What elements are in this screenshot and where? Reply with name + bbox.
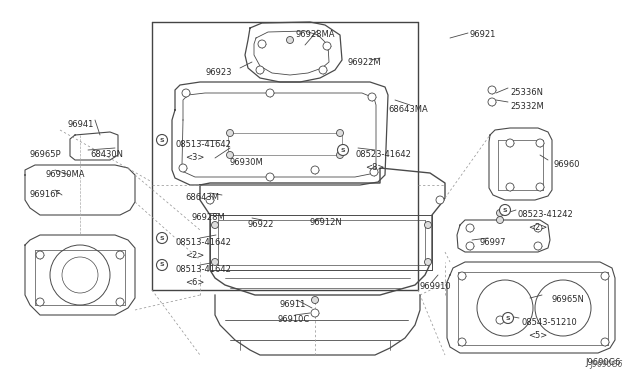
Text: <8>: <8> xyxy=(365,163,385,172)
Text: 08523-41642: 08523-41642 xyxy=(356,150,412,159)
Text: <2>: <2> xyxy=(528,223,547,232)
Text: 25332M: 25332M xyxy=(510,102,544,111)
Text: 08513-41642: 08513-41642 xyxy=(175,140,231,149)
Circle shape xyxy=(370,168,378,176)
Text: 96911: 96911 xyxy=(280,300,307,309)
Text: 96941: 96941 xyxy=(68,120,94,129)
Circle shape xyxy=(497,209,504,217)
Circle shape xyxy=(319,66,327,74)
Circle shape xyxy=(323,42,331,50)
Text: 68643M: 68643M xyxy=(185,193,219,202)
Circle shape xyxy=(157,135,168,145)
Circle shape xyxy=(211,259,218,266)
Text: 96928MA: 96928MA xyxy=(295,30,335,39)
Circle shape xyxy=(287,36,294,44)
Circle shape xyxy=(534,224,542,232)
Circle shape xyxy=(506,183,514,191)
Circle shape xyxy=(536,183,544,191)
Text: S: S xyxy=(160,263,164,267)
Text: 96922M: 96922M xyxy=(348,58,381,67)
Text: J9690G6: J9690G6 xyxy=(585,358,621,367)
Circle shape xyxy=(497,217,504,224)
Circle shape xyxy=(179,164,187,172)
Text: S: S xyxy=(160,138,164,142)
Circle shape xyxy=(534,242,542,250)
Circle shape xyxy=(458,338,466,346)
Text: 25336N: 25336N xyxy=(510,88,543,97)
Circle shape xyxy=(458,272,466,280)
Circle shape xyxy=(506,139,514,147)
Circle shape xyxy=(227,151,234,158)
Text: <3>: <3> xyxy=(185,153,204,162)
Circle shape xyxy=(311,309,319,317)
Circle shape xyxy=(266,89,274,97)
Text: S: S xyxy=(506,315,510,321)
Circle shape xyxy=(36,298,44,306)
Text: 96928M: 96928M xyxy=(192,213,226,222)
Circle shape xyxy=(116,298,124,306)
Text: <2>: <2> xyxy=(185,251,204,260)
Circle shape xyxy=(601,272,609,280)
Circle shape xyxy=(157,260,168,270)
Text: <5>: <5> xyxy=(528,331,547,340)
Circle shape xyxy=(157,232,168,244)
Circle shape xyxy=(337,129,344,137)
Circle shape xyxy=(502,312,513,324)
Text: 96921: 96921 xyxy=(470,30,497,39)
Text: S: S xyxy=(340,148,346,153)
Circle shape xyxy=(206,196,214,204)
Circle shape xyxy=(536,139,544,147)
Text: 08523-41242: 08523-41242 xyxy=(518,210,573,219)
Circle shape xyxy=(258,40,266,48)
Text: 96960: 96960 xyxy=(553,160,579,169)
Text: 969910: 969910 xyxy=(420,282,452,291)
Text: 96923: 96923 xyxy=(205,68,232,77)
Circle shape xyxy=(368,93,376,101)
Text: 96997: 96997 xyxy=(480,238,506,247)
Text: J9690G6: J9690G6 xyxy=(590,360,623,369)
Circle shape xyxy=(488,86,496,94)
Text: 96965N: 96965N xyxy=(551,295,584,304)
Text: S: S xyxy=(502,208,508,212)
Circle shape xyxy=(496,316,504,324)
Circle shape xyxy=(312,296,319,304)
Circle shape xyxy=(256,66,264,74)
Text: 96965P: 96965P xyxy=(30,150,61,159)
Text: 96912N: 96912N xyxy=(310,218,343,227)
Circle shape xyxy=(266,173,274,181)
Circle shape xyxy=(227,129,234,137)
Text: 96910C: 96910C xyxy=(278,315,310,324)
Text: 96916F: 96916F xyxy=(30,190,61,199)
Text: 96922: 96922 xyxy=(248,220,275,229)
Text: 96930MA: 96930MA xyxy=(45,170,84,179)
Circle shape xyxy=(36,251,44,259)
Circle shape xyxy=(424,221,431,228)
Circle shape xyxy=(466,224,474,232)
Circle shape xyxy=(466,242,474,250)
Text: 96930M: 96930M xyxy=(230,158,264,167)
Circle shape xyxy=(424,259,431,266)
Text: <6>: <6> xyxy=(185,278,204,287)
Text: 08513-41642: 08513-41642 xyxy=(175,265,231,274)
Text: S: S xyxy=(160,235,164,241)
Circle shape xyxy=(311,166,319,174)
Text: 68643MA: 68643MA xyxy=(388,105,428,114)
Circle shape xyxy=(211,221,218,228)
Circle shape xyxy=(488,98,496,106)
Circle shape xyxy=(116,251,124,259)
Text: 08513-41642: 08513-41642 xyxy=(175,238,231,247)
Circle shape xyxy=(337,144,349,155)
Circle shape xyxy=(436,196,444,204)
Text: 08543-51210: 08543-51210 xyxy=(521,318,577,327)
Circle shape xyxy=(337,151,344,158)
Circle shape xyxy=(499,205,511,215)
Circle shape xyxy=(182,89,190,97)
Text: 68430N: 68430N xyxy=(90,150,123,159)
Circle shape xyxy=(601,338,609,346)
